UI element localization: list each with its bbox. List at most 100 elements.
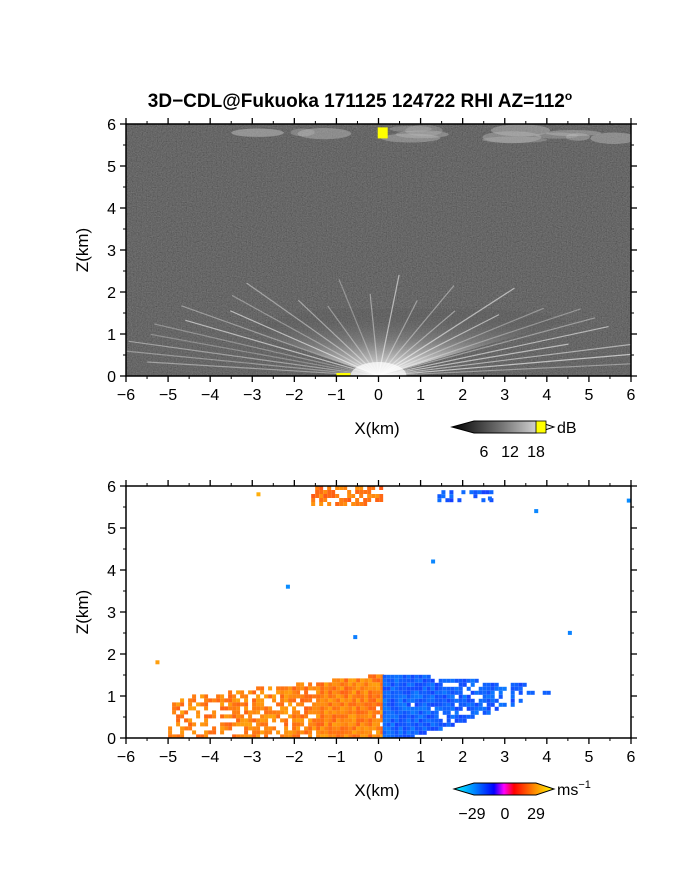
velocity-cell <box>386 698 391 703</box>
velocity-cell <box>498 694 503 699</box>
velocity-cell <box>335 502 340 506</box>
velocity-cell <box>372 674 377 679</box>
x-tick-label: 2 <box>458 749 467 766</box>
velocity-cell <box>184 718 189 723</box>
velocity-cell <box>360 682 365 687</box>
velocity-cell <box>410 726 415 731</box>
velocity-cell <box>344 694 349 699</box>
velocity-cell <box>352 678 357 683</box>
velocity-cell <box>414 722 419 727</box>
velocity-cell <box>308 682 313 687</box>
velocity-cell <box>368 714 373 719</box>
velocity-cell <box>426 678 431 683</box>
velocity-cell <box>200 734 205 738</box>
velocity-cell <box>208 730 213 735</box>
velocity-cell <box>434 682 439 687</box>
velocity-cell <box>422 710 427 715</box>
upper-layer-echo <box>482 131 542 144</box>
velocity-cell <box>446 718 451 723</box>
velocity-cell <box>176 714 181 719</box>
velocity-cell <box>232 734 237 738</box>
velocity-cell <box>368 674 373 679</box>
velocity-cell <box>256 734 261 738</box>
velocity-cell <box>328 718 333 723</box>
velocity-cell <box>368 698 373 703</box>
backscatter-fan <box>126 274 631 376</box>
velocity-cell <box>352 702 357 707</box>
velocity-cell <box>288 702 293 707</box>
velocity-cell <box>228 698 233 703</box>
velocity-cell <box>372 678 377 683</box>
velocity-panel: −6 −5 −4 −3 −2 −1 0 1 2 3 4 5 6 0 1 2 3 4 5 6 X(km) Z(km) m… <box>73 479 637 823</box>
velocity-cell <box>406 710 411 715</box>
velocity-cell <box>304 714 309 719</box>
velocity-cell <box>414 710 419 715</box>
velocity-cell <box>316 694 321 699</box>
velocity-cell <box>244 694 249 699</box>
velocity-cell <box>240 694 245 699</box>
velocity-cell <box>288 698 293 703</box>
velocity-cell <box>414 730 419 735</box>
velocity-cell <box>320 726 325 731</box>
velocity-cell <box>236 706 241 711</box>
fan-ray <box>154 323 379 376</box>
velocity-cell <box>422 722 427 727</box>
velocity-cell <box>256 698 261 703</box>
velocity-cell <box>200 694 205 699</box>
y-tick-label: 6 <box>107 479 116 496</box>
velocity-cell <box>394 682 399 687</box>
velocity-cell <box>426 714 431 719</box>
velocity-cell <box>382 730 387 735</box>
upper-layer-echo <box>380 133 441 143</box>
velocity-cell <box>394 730 399 735</box>
velocity-cell <box>344 706 349 711</box>
velocity-cell <box>268 730 273 735</box>
velocity-cell <box>438 722 443 727</box>
velocity-cell <box>434 690 439 695</box>
velocity-cell <box>352 726 357 731</box>
velocity-cell <box>498 702 503 707</box>
velocity-cell <box>518 690 523 695</box>
velocity-cell <box>376 702 381 707</box>
velocity-cell <box>474 710 479 715</box>
velocity-cell <box>316 722 321 727</box>
x-tick-label: −5 <box>159 387 177 404</box>
velocity-cell <box>292 730 297 735</box>
velocity-cell <box>426 694 431 699</box>
velocity-cell <box>344 730 349 735</box>
velocity-cell <box>184 710 189 715</box>
velocity-cell <box>406 702 411 707</box>
velocity-cell <box>212 698 217 703</box>
velocity-cell <box>244 698 249 703</box>
velocity-cell <box>272 718 277 723</box>
velocity-cell <box>462 694 467 699</box>
velocity-cell <box>316 710 321 715</box>
velocity-cell <box>176 718 181 723</box>
velocity-cell <box>422 706 427 711</box>
velocity-cell <box>300 722 305 727</box>
x-tick-label: −1 <box>327 387 345 404</box>
velocity-cell <box>316 682 321 687</box>
velocity-cell <box>304 698 309 703</box>
velocity-cell <box>410 734 415 738</box>
velocity-cell <box>352 714 357 719</box>
velocity-cell <box>360 734 365 738</box>
x-tick-label: −2 <box>285 749 303 766</box>
velocity-cell <box>280 710 285 715</box>
velocity-cell <box>410 690 415 695</box>
velocity-cell <box>256 726 261 731</box>
velocity-cell <box>380 686 385 691</box>
velocity-cell <box>268 726 273 731</box>
velocity-cell <box>208 714 213 719</box>
velocity-cell <box>332 726 337 731</box>
velocity-cell <box>398 734 403 738</box>
velocity-cell <box>180 734 185 738</box>
velocity-cell <box>360 702 365 707</box>
velocity-cell <box>348 678 353 683</box>
velocity-cell <box>328 698 333 703</box>
velocity-cell <box>474 690 479 695</box>
velocity-cell <box>180 698 185 703</box>
colorbar-tick: 18 <box>527 444 545 461</box>
velocity-cell <box>466 714 471 719</box>
velocity-cell <box>380 714 385 719</box>
